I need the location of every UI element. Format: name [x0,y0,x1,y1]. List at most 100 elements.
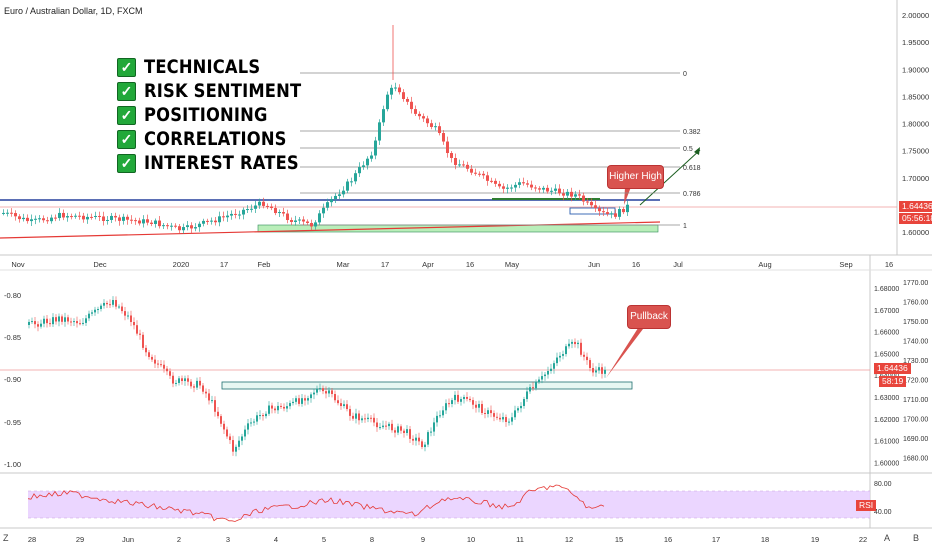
candle-body [526,391,528,400]
rsi-band [28,491,870,518]
x-tick-label: Jul [673,260,683,269]
candle-body [338,194,341,196]
candle-body [313,392,315,395]
candle-body [518,182,521,185]
y-tick-label: 1.95000 [902,38,929,47]
check-icon: ✓ [117,81,136,101]
candle-body [294,220,297,222]
candle-body [592,368,594,373]
arrow-head [694,147,700,155]
candle-body [115,300,117,307]
y-tick-label-outer: 1700.00 [903,417,928,424]
candle-body [306,221,309,223]
candle-body [382,109,385,123]
x-tick-label: 5 [322,535,326,544]
x-tick-label: 12 [565,535,573,544]
x-tick-label: 10 [467,535,475,544]
check-icon: ✓ [117,57,136,77]
checklist-label: RISK SENTIMENT [144,80,302,102]
candle-body [79,323,81,325]
candle-body [553,363,555,369]
candle-body [514,184,517,188]
candle-body [358,413,360,421]
y-tick-label-right: 1.63000 [874,395,899,402]
candle-body [601,367,603,374]
candle-body [310,394,312,399]
support-zone [257,224,659,233]
candle-body [530,184,533,188]
candle-body [254,205,257,209]
candle-body [514,410,516,418]
candle-body [556,357,558,364]
candle-body [331,390,333,394]
candle-body [136,325,138,334]
candle-body [415,437,417,441]
candle-body [326,202,329,208]
candle-body [374,140,377,156]
candle-body [174,225,177,227]
corner-auto[interactable]: A [884,533,891,543]
candle-body [490,410,492,414]
support-zone [221,381,633,390]
candle-body [314,222,317,227]
candle-body [266,205,269,207]
candle-body [90,216,93,218]
y-tick-label-outer: 1690.00 [903,436,928,443]
y-tick-label-outer: 1680.00 [903,456,928,463]
candle-body [202,220,205,224]
checklist-item: ✓ RISK SENTIMENT [117,79,327,103]
candle-body [166,368,168,372]
candle-body [193,386,195,388]
fib-level-label: 0.786 [683,191,701,198]
candle-body [214,220,217,223]
countdown-tag-2: 58:19 [879,376,907,387]
candle-body [154,359,156,364]
x-tick-label: Dec [93,260,107,269]
candle-body [88,313,90,319]
candle-body [208,393,210,401]
candle-body [106,219,109,221]
candle-body [349,409,351,416]
candle-body [337,400,339,404]
candle-body [62,212,65,218]
candle-body [430,123,433,127]
x-tick-label: 19 [811,535,819,544]
fib-level-label: 0.618 [683,165,701,172]
corner-z[interactable]: Z [3,533,9,543]
candle-body [78,215,81,217]
rsi-tick-label: 40.00 [874,509,892,516]
x-tick-label: May [505,260,519,269]
x-tick-label: 8 [370,535,374,544]
candle-body [40,323,42,327]
candle-body [424,444,426,448]
candle-body [402,92,405,99]
x-tick-label: 17 [381,260,389,269]
candle-body [178,226,181,231]
candle-body [559,355,561,358]
checklist-item: ✓ INTEREST RATES [117,151,327,175]
candle-body [205,391,207,394]
candle-body [586,356,588,361]
candle-body [38,218,41,220]
candle-body [103,302,105,306]
candle-body [170,225,173,227]
candle-body [470,168,473,173]
candle-body [541,376,543,380]
corner-log[interactable]: B [913,533,920,543]
candle-body [22,217,25,220]
candle-body [232,440,234,452]
candle-body [598,367,600,371]
candle-body [70,216,73,218]
checklist-item: ✓ POSITIONING [117,103,327,127]
y-tick-label-right: 1.66000 [874,330,899,337]
candle-body [190,381,192,387]
y-tick-label-right: 1.65000 [874,351,899,358]
candle-body [391,423,393,431]
candle-body [76,321,78,324]
candle-body [570,191,573,197]
x-tick-label: Nov [11,260,25,269]
candle-body [532,387,534,389]
candle-body [94,215,97,217]
x-tick-label: Jun [122,535,134,544]
candle-body [138,220,141,224]
